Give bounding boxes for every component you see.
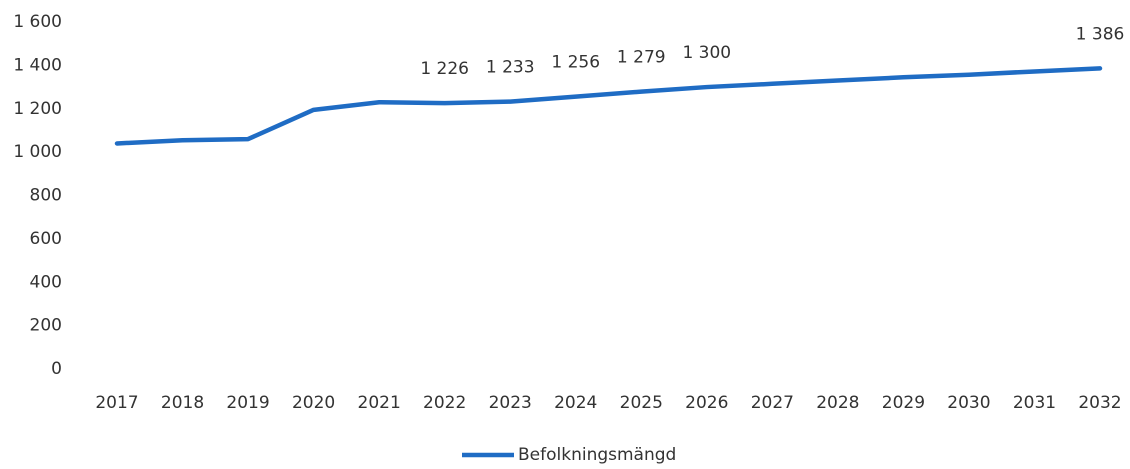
y-tick-label: 1 600 [13, 12, 62, 32]
x-tick-label: 2018 [161, 393, 204, 413]
y-tick-label: 1 200 [13, 99, 62, 119]
x-tick-label: 2025 [620, 393, 663, 413]
legend-label: Befolkningsmängd [518, 445, 676, 465]
y-tick-label: 1 000 [13, 142, 62, 162]
x-tick-label: 2024 [554, 393, 597, 413]
y-tick-label: 200 [30, 316, 62, 336]
x-tick-label: 2017 [95, 393, 138, 413]
y-tick-label: 800 [30, 186, 62, 206]
data-label: 1 386 [1076, 24, 1125, 44]
data-label: 1 279 [617, 48, 666, 68]
data-label: 1 300 [682, 43, 731, 63]
x-tick-label: 2030 [947, 393, 990, 413]
x-tick-label: 2019 [226, 393, 269, 413]
x-tick-label: 2021 [358, 393, 401, 413]
line [114, 66, 1103, 146]
x-tick-label: 2027 [751, 393, 794, 413]
y-tick-label: 0 [51, 359, 62, 379]
data-label: 1 233 [486, 58, 535, 78]
data-label: 1 256 [551, 53, 600, 73]
x-tick-label: 2026 [685, 393, 728, 413]
x-tick-label: 2029 [882, 393, 925, 413]
x-tick-label: 2028 [816, 393, 859, 413]
y-tick-label: 600 [30, 229, 62, 249]
x-tick-label: 2020 [292, 393, 335, 413]
x-tick-label: 2031 [1013, 393, 1056, 413]
x-tick-label: 2022 [423, 393, 466, 413]
y-tick-label: 1 400 [13, 55, 62, 75]
data-label: 1 226 [420, 59, 469, 79]
x-tick-label: 2023 [489, 393, 532, 413]
x-tick-label: 2032 [1078, 393, 1121, 413]
y-tick-label: 400 [30, 272, 62, 292]
